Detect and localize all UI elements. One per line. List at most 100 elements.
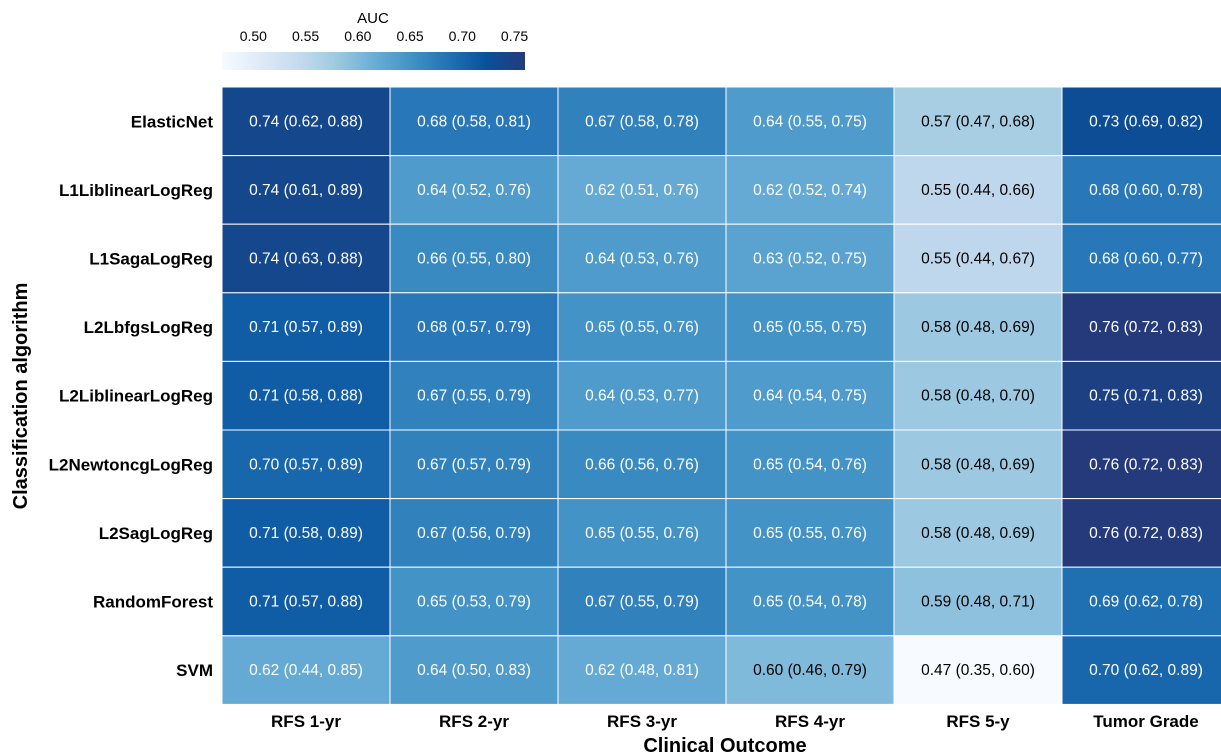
row-label: L2SagLogReg bbox=[99, 524, 213, 543]
cell-label: 0.65 (0.55, 0.76) bbox=[753, 525, 867, 542]
heatmap-cell bbox=[1061, 635, 1221, 705]
colorbar-gradient bbox=[222, 52, 525, 70]
cell-label: 0.67 (0.57, 0.79) bbox=[417, 456, 531, 473]
colorbar-tick-label: 0.70 bbox=[449, 28, 476, 44]
row-label: L1SagaLogReg bbox=[89, 250, 213, 269]
cell-label: 0.64 (0.50, 0.83) bbox=[417, 662, 531, 679]
cell-label: 0.67 (0.58, 0.78) bbox=[585, 113, 699, 130]
row-label: L2NewtoncgLogReg bbox=[49, 455, 213, 474]
cell-label: 0.62 (0.48, 0.81) bbox=[585, 662, 699, 679]
heatmap-cell bbox=[725, 86, 895, 157]
cell-label: 0.64 (0.53, 0.77) bbox=[585, 388, 699, 405]
heatmap-cell bbox=[557, 635, 727, 705]
heatmap-cell bbox=[389, 429, 559, 500]
heatmap-cell bbox=[557, 360, 727, 431]
heatmap-cell bbox=[221, 566, 391, 637]
heatmap-cell bbox=[893, 429, 1063, 500]
heatmap-cells: 0.74 (0.62, 0.88) 0.68 (0.58, 0.81) 0.67 (… bbox=[221, 86, 1221, 705]
heatmap-cell bbox=[221, 223, 391, 294]
cell-label: 0.67 (0.55, 0.79) bbox=[585, 594, 699, 611]
column-label: Tumor Grade bbox=[1093, 712, 1198, 731]
colorbar-title: AUC bbox=[357, 10, 389, 27]
colorbar-tick-label: 0.50 bbox=[240, 28, 267, 44]
column-label: RFS 5-y bbox=[946, 712, 1010, 731]
cell-label: 0.74 (0.61, 0.89) bbox=[249, 182, 363, 199]
cell-label: 0.60 (0.46, 0.79) bbox=[753, 662, 867, 679]
heatmap-cell bbox=[221, 86, 391, 157]
heatmap-cell bbox=[389, 498, 559, 568]
colorbar: AUC 0.50 0.55 0.60 0.65 0.70 0.75 bbox=[222, 10, 528, 70]
heatmap-cell bbox=[1061, 155, 1221, 225]
cell-label: 0.58 (0.48, 0.69) bbox=[921, 319, 1035, 336]
cell-label: 0.76 (0.72, 0.83) bbox=[1089, 456, 1203, 473]
cell-label: 0.68 (0.58, 0.81) bbox=[417, 113, 531, 130]
heatmap-cell bbox=[557, 429, 727, 500]
cell-label: 0.71 (0.57, 0.89) bbox=[249, 319, 363, 336]
cell-label: 0.71 (0.58, 0.88) bbox=[249, 388, 363, 405]
heatmap-cell bbox=[893, 566, 1063, 637]
cell-label: 0.76 (0.72, 0.83) bbox=[1089, 525, 1203, 542]
cell-label: 0.58 (0.48, 0.69) bbox=[921, 456, 1035, 473]
cell-label: 0.65 (0.53, 0.79) bbox=[417, 594, 531, 611]
cell-label: 0.58 (0.48, 0.69) bbox=[921, 525, 1035, 542]
heatmap-cell bbox=[221, 360, 391, 431]
cell-label: 0.64 (0.54, 0.75) bbox=[753, 388, 867, 405]
colorbar-tick-label: 0.75 bbox=[501, 28, 528, 44]
cell-label: 0.68 (0.57, 0.79) bbox=[417, 319, 531, 336]
cell-label: 0.70 (0.62, 0.89) bbox=[1089, 662, 1203, 679]
heatmap-cell bbox=[725, 429, 895, 500]
colorbar-tick-label: 0.60 bbox=[344, 28, 371, 44]
cell-label: 0.62 (0.52, 0.74) bbox=[753, 182, 867, 199]
heatmap-cell bbox=[893, 292, 1063, 362]
cell-label: 0.67 (0.55, 0.79) bbox=[417, 388, 531, 405]
heatmap-cell bbox=[1061, 86, 1221, 157]
row-label: ElasticNet bbox=[131, 112, 214, 131]
row-label: RandomForest bbox=[93, 593, 213, 612]
cell-label: 0.74 (0.63, 0.88) bbox=[249, 251, 363, 268]
cell-label: 0.65 (0.54, 0.78) bbox=[753, 594, 867, 611]
cell-label: 0.64 (0.52, 0.76) bbox=[417, 182, 531, 199]
heatmap-cell bbox=[389, 360, 559, 431]
cell-label: 0.62 (0.51, 0.76) bbox=[585, 182, 699, 199]
cell-label: 0.73 (0.69, 0.82) bbox=[1089, 113, 1203, 130]
cell-label: 0.75 (0.71, 0.83) bbox=[1089, 388, 1203, 405]
cell-label: 0.66 (0.55, 0.80) bbox=[417, 251, 531, 268]
column-label: RFS 4-yr bbox=[775, 712, 845, 731]
heatmap-cell bbox=[725, 223, 895, 294]
cell-label: 0.65 (0.55, 0.76) bbox=[585, 319, 699, 336]
row-labels: ElasticNet L1LiblinearLogReg L1SagaLogReg L… bbox=[49, 112, 214, 680]
cell-label: 0.64 (0.55, 0.75) bbox=[753, 113, 867, 130]
cell-label: 0.67 (0.56, 0.79) bbox=[417, 525, 531, 542]
colorbar-tick-label: 0.55 bbox=[292, 28, 319, 44]
heatmap-cell bbox=[389, 86, 559, 157]
cell-label: 0.63 (0.52, 0.75) bbox=[753, 251, 867, 268]
heatmap-cell bbox=[221, 292, 391, 362]
heatmap-cell bbox=[1061, 429, 1221, 500]
cell-label: 0.55 (0.44, 0.66) bbox=[921, 182, 1035, 199]
row-label: SVM bbox=[176, 661, 213, 680]
cell-label: 0.66 (0.56, 0.76) bbox=[585, 456, 699, 473]
cell-label: 0.69 (0.62, 0.78) bbox=[1089, 594, 1203, 611]
heatmap-cell bbox=[725, 566, 895, 637]
cell-label: 0.57 (0.47, 0.68) bbox=[921, 113, 1035, 130]
heatmap-cell bbox=[557, 223, 727, 294]
cell-label: 0.68 (0.60, 0.78) bbox=[1089, 182, 1203, 199]
heatmap-cell bbox=[221, 155, 391, 225]
heatmap-cell bbox=[221, 635, 391, 705]
row-label: L2LbfgsLogReg bbox=[84, 318, 213, 337]
cell-label: 0.59 (0.48, 0.71) bbox=[921, 594, 1035, 611]
cell-label: 0.70 (0.57, 0.89) bbox=[249, 456, 363, 473]
y-axis-title: Classification algorithm bbox=[10, 283, 32, 510]
x-axis-title: Clinical Outcome bbox=[643, 735, 806, 755]
cell-label: 0.58 (0.48, 0.70) bbox=[921, 388, 1035, 405]
cell-label: 0.47 (0.35, 0.60) bbox=[921, 662, 1035, 679]
cell-label: 0.71 (0.58, 0.89) bbox=[249, 525, 363, 542]
heatmap-cell bbox=[725, 498, 895, 568]
column-label: RFS 2-yr bbox=[439, 712, 509, 731]
cell-label: 0.64 (0.53, 0.76) bbox=[585, 251, 699, 268]
heatmap-cell bbox=[893, 223, 1063, 294]
cell-label: 0.76 (0.72, 0.83) bbox=[1089, 319, 1203, 336]
heatmap-cell bbox=[893, 635, 1063, 705]
heatmap-cell bbox=[1061, 292, 1221, 362]
